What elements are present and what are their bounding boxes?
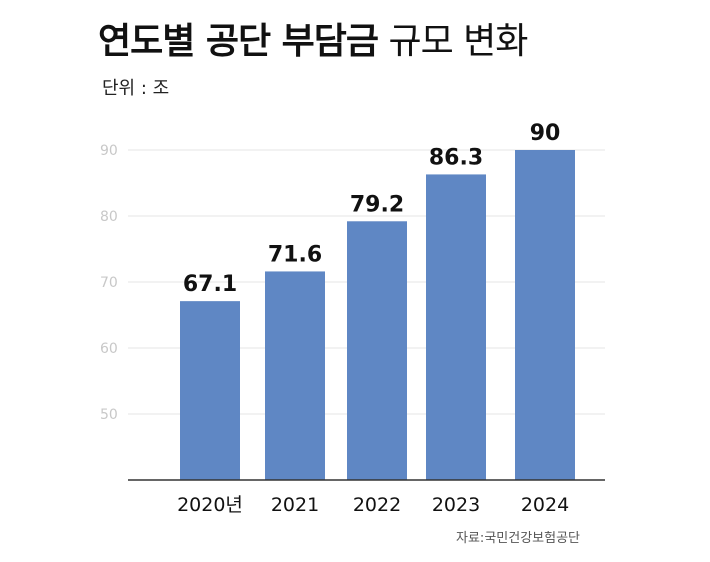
bar: [180, 301, 240, 480]
data-label: 71.6: [268, 242, 322, 267]
data-label: 67.1: [183, 272, 237, 297]
data-label: 90: [530, 121, 561, 146]
bar: [265, 271, 325, 480]
unit-label: 단위 : 조: [102, 78, 170, 99]
chart-title-normal: 규모 변화: [388, 21, 528, 62]
x-tick-label: 2022: [353, 494, 401, 516]
x-tick-label: 2020년: [177, 494, 243, 516]
x-tick-label: 2023: [432, 494, 480, 516]
y-axis-ticks: 50 60 70 80 90: [100, 143, 118, 423]
chart-title-bold: 연도별 공단 부담금: [98, 21, 379, 62]
source-note: 자료:국민건강보험공단: [456, 531, 580, 546]
y-tick-label: 80: [100, 209, 118, 225]
y-tick-label: 50: [100, 407, 118, 423]
y-tick-label: 90: [100, 143, 118, 159]
bar: [347, 221, 407, 480]
y-tick-label: 70: [100, 275, 118, 291]
x-tick-label: 2021: [271, 494, 319, 516]
chart-title: 연도별 공단 부담금 규모 변화: [98, 18, 528, 66]
data-label: 79.2: [350, 192, 404, 217]
data-labels: 67.1 71.6 79.2 86.3 90: [183, 121, 560, 297]
x-axis-ticks: 2020년 2021 2022 2023 2024: [177, 494, 569, 516]
data-label: 86.3: [429, 145, 483, 170]
x-tick-label: 2024: [521, 494, 569, 516]
bars: [180, 150, 575, 481]
bar: [515, 150, 575, 480]
y-tick-label: 60: [100, 341, 118, 357]
bar: [426, 174, 486, 481]
